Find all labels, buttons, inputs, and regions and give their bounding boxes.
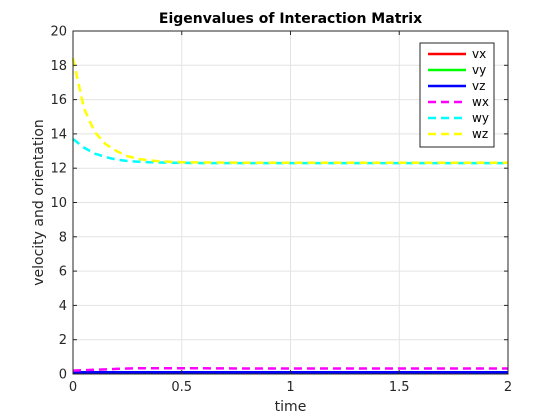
y-tick-label: 0 [59, 368, 67, 383]
chart-title: Eigenvalues of Interaction Matrix [159, 11, 422, 27]
y-tick-label: 18 [50, 59, 67, 74]
legend: vx vy vz wx wy wz [420, 43, 494, 147]
legend-label-vz: vz [472, 79, 485, 93]
legend-label-wy: wy [472, 111, 489, 125]
y-tick-label: 2 [59, 333, 67, 348]
legend-label-wx: wx [472, 95, 489, 109]
y-tick-label: 6 [59, 265, 67, 280]
y-tick-label: 20 [50, 25, 67, 40]
x-axis-label: time [275, 399, 307, 415]
y-tick-label: 12 [50, 162, 67, 177]
x-tick-label: 1 [286, 380, 294, 395]
y-tick-label: 16 [50, 93, 67, 108]
y-axis-label: velocity and orientation [31, 119, 47, 286]
x-tick-label: 2 [504, 380, 512, 395]
x-tick-label: 0 [69, 380, 77, 395]
legend-label-wz: wz [472, 127, 488, 141]
y-tick-label: 8 [59, 230, 67, 245]
y-tick-label: 4 [59, 299, 67, 314]
x-tick-label: 0.5 [171, 380, 192, 395]
legend-label-vy: vy [472, 63, 486, 77]
x-tick-label: 1.5 [389, 380, 410, 395]
legend-label-vx: vx [472, 47, 486, 61]
y-tick-label: 14 [50, 127, 67, 142]
y-tick-label: 10 [50, 196, 67, 211]
